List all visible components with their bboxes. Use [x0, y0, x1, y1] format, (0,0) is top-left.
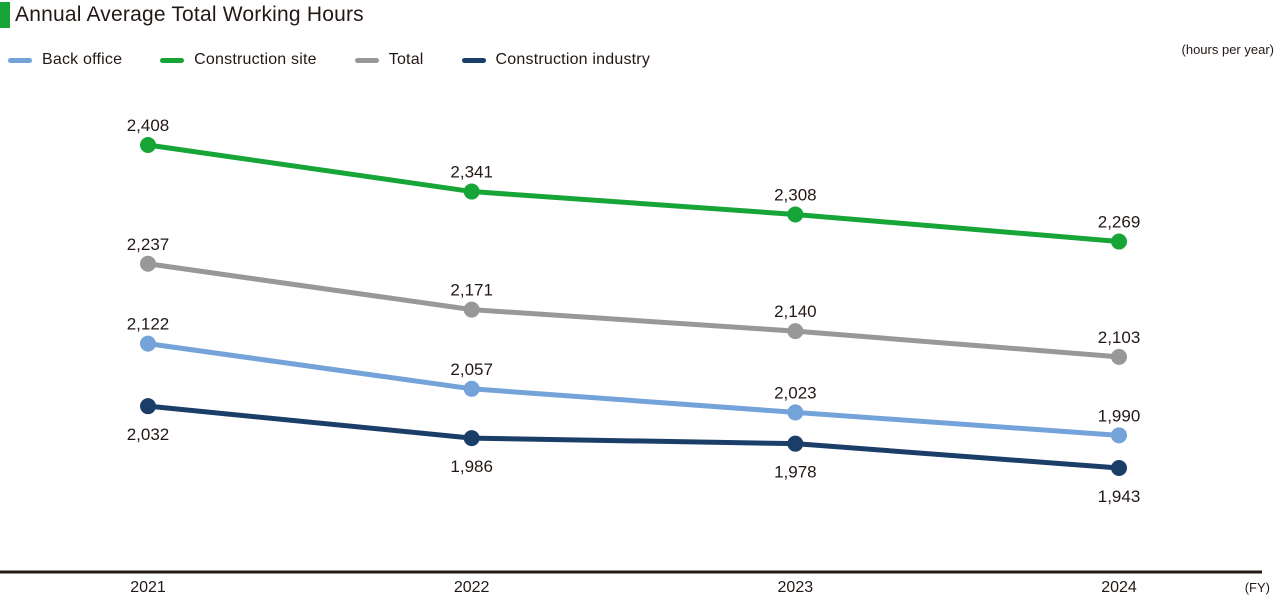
data-point-label-construction-industry: 1,978 — [774, 463, 817, 482]
x-tick-label-2021: 2021 — [130, 579, 166, 596]
data-point-label-construction-industry: 1,943 — [1098, 487, 1141, 506]
series-line-total — [145, 261, 1122, 360]
data-point-label-total: 2,171 — [450, 281, 493, 300]
data-point-label-total: 2,103 — [1098, 328, 1141, 347]
data-point-label-construction-site: 2,408 — [127, 116, 170, 135]
chart-legend: Back office Construction site Total Constru… — [8, 51, 650, 69]
data-point-label-total: 2,237 — [127, 235, 170, 254]
legend-swatch — [8, 57, 32, 63]
legend-swatch — [160, 57, 185, 63]
data-point-label-back-office: 2,122 — [127, 315, 170, 334]
data-point-back-office — [787, 404, 804, 421]
data-point-construction-industry — [787, 435, 804, 452]
page-title: Annual Average Total Working Hours — [15, 3, 364, 26]
series-line-back-office — [145, 341, 1122, 438]
legend-swatch — [461, 57, 486, 63]
legend-item-construction-site: Construction site — [160, 51, 317, 69]
data-point-construction-industry — [1111, 459, 1128, 476]
fy-label: (FY) — [1245, 580, 1270, 595]
data-point-label-back-office: 2,057 — [450, 360, 493, 379]
legend-label: Construction industry — [495, 51, 651, 68]
legend-item-back-office: Back office — [8, 51, 122, 69]
legend-item-construction-industry: Construction industry — [461, 51, 651, 69]
series-line-construction-industry — [145, 403, 1122, 471]
title-accent-bar — [0, 2, 10, 28]
data-point-back-office — [1111, 427, 1128, 444]
legend-label: Total — [388, 51, 424, 68]
legend-swatch — [354, 57, 379, 63]
data-point-back-office — [463, 380, 480, 397]
data-point-label-construction-industry: 2,032 — [127, 425, 170, 444]
data-point-label-construction-site: 2,269 — [1098, 213, 1141, 232]
series-line-construction-site — [145, 142, 1122, 245]
data-point-total — [463, 301, 480, 318]
data-point-construction-site — [787, 206, 804, 223]
data-point-construction-site — [463, 183, 480, 200]
data-point-construction-site — [1111, 233, 1128, 250]
legend-label: Construction site — [194, 51, 317, 68]
legend-item-total: Total — [354, 51, 424, 69]
data-point-construction-industry — [463, 430, 480, 447]
data-point-label-construction-site: 2,308 — [774, 185, 817, 204]
unit-label: (hours per year) — [1181, 42, 1274, 57]
x-tick-label-2023: 2023 — [778, 579, 814, 596]
data-point-label-construction-industry: 1,986 — [450, 457, 493, 476]
data-point-label-construction-site: 2,341 — [450, 163, 493, 182]
data-point-label-back-office: 2,023 — [774, 383, 817, 402]
legend-label: Back office — [42, 51, 123, 68]
data-point-construction-industry — [140, 398, 156, 415]
page-header: Annual Average Total Working Hours — [0, 2, 364, 28]
data-point-construction-site — [140, 137, 156, 153]
x-tick-label-2022: 2022 — [454, 579, 490, 596]
x-tick-label-2024: 2024 — [1101, 579, 1137, 596]
data-point-label-total: 2,140 — [774, 302, 817, 321]
data-point-total — [787, 323, 804, 340]
data-point-back-office — [140, 335, 156, 352]
data-point-label-back-office: 1,990 — [1098, 406, 1141, 425]
data-point-total — [140, 255, 156, 272]
data-point-total — [1111, 348, 1128, 365]
